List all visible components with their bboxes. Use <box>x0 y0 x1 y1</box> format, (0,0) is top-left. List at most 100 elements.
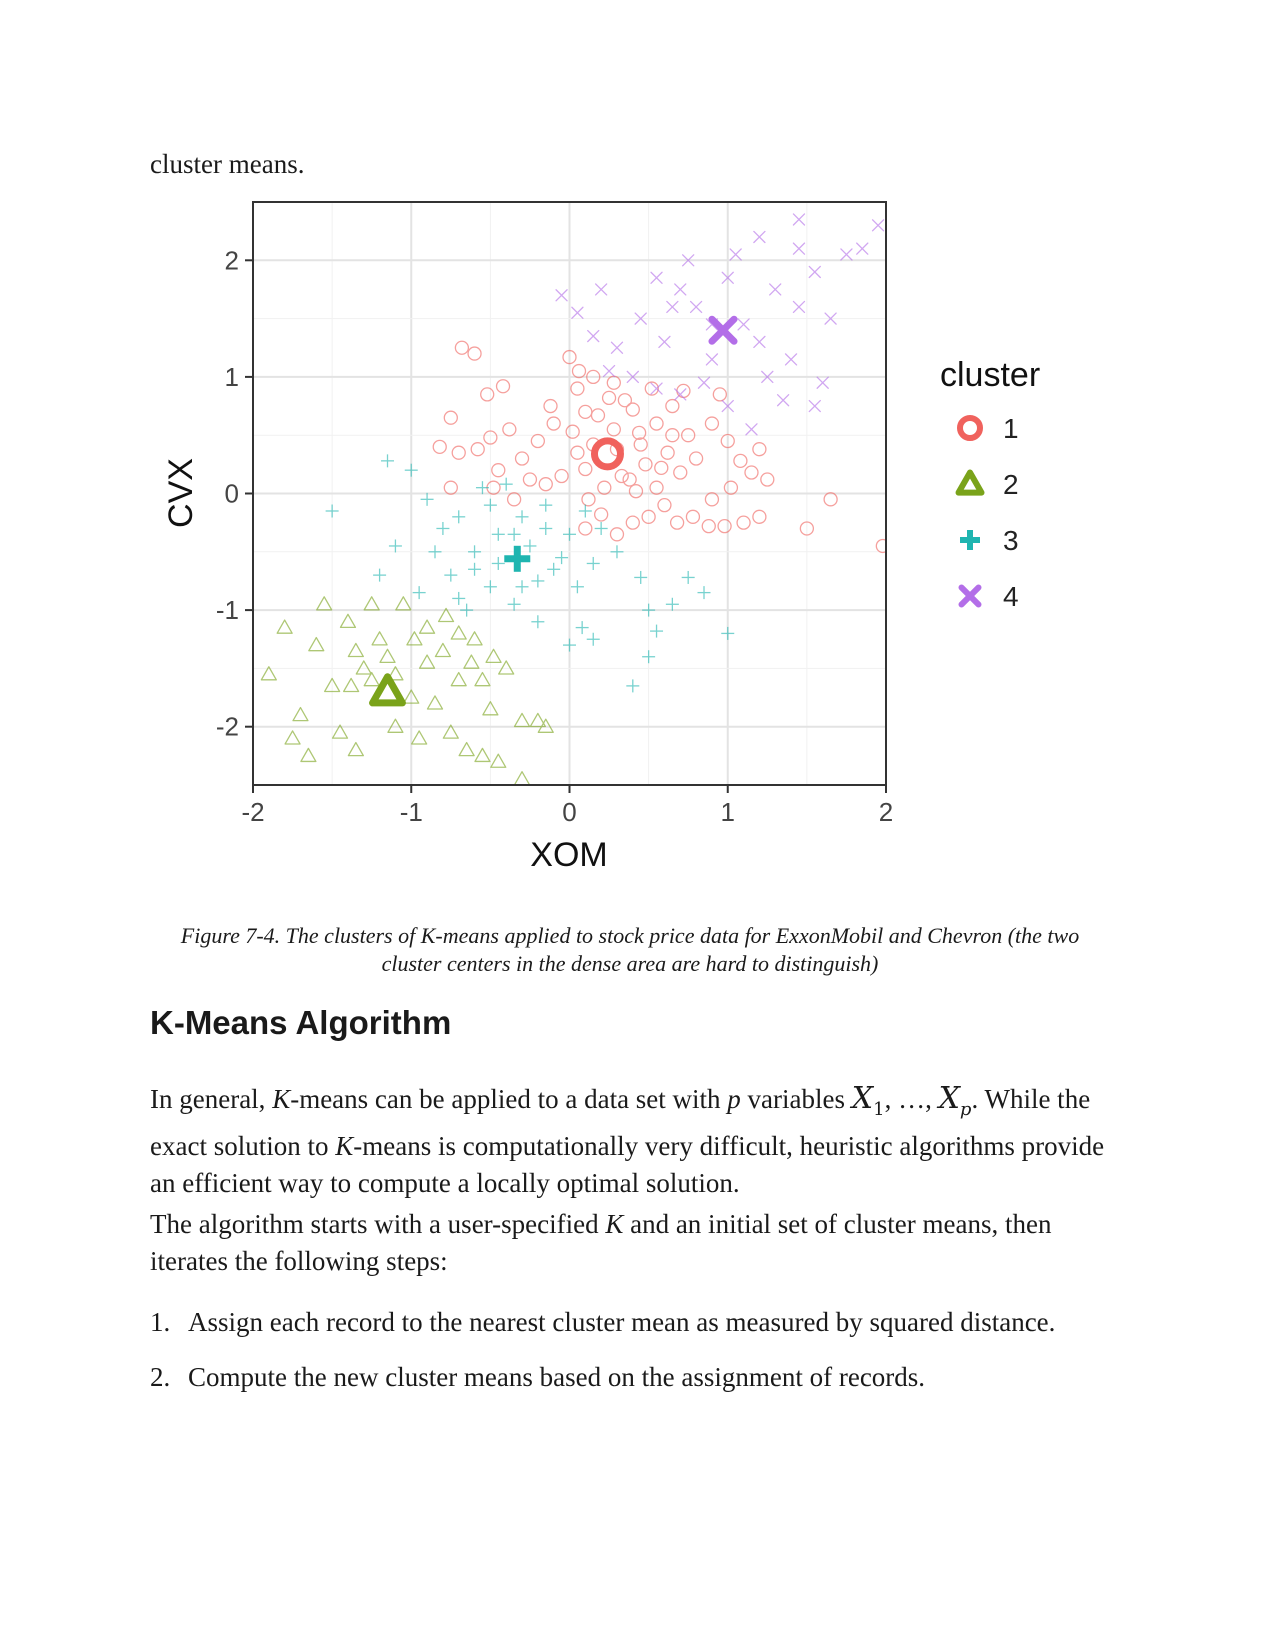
data-point <box>483 580 497 594</box>
data-point <box>467 346 482 361</box>
data-point <box>373 568 387 582</box>
legend-key-3 <box>960 530 980 550</box>
data-point <box>622 472 637 487</box>
data-point <box>665 428 680 443</box>
data-point <box>570 580 584 594</box>
data-point <box>745 423 758 436</box>
data-point <box>522 472 538 487</box>
data-point <box>308 636 325 652</box>
data-point <box>450 625 467 640</box>
data-point <box>875 538 886 554</box>
data-point <box>502 422 517 437</box>
y-tick-label: -2 <box>216 712 239 742</box>
axes: -2 -1 0 1 2 -2 -1 0 1 2 <box>216 245 893 827</box>
x-axis-label: XOM <box>530 836 607 874</box>
data-point <box>468 545 482 559</box>
data-point <box>634 570 648 584</box>
x-tick-label: -1 <box>400 797 423 827</box>
data-point <box>485 648 502 663</box>
data-point <box>537 718 554 733</box>
data-point <box>499 477 513 491</box>
data-point <box>581 492 596 507</box>
data-point <box>555 289 568 302</box>
data-point <box>381 454 395 468</box>
data-point <box>276 619 293 634</box>
data-point <box>601 390 617 406</box>
data-point <box>514 451 530 466</box>
data-point <box>355 660 372 675</box>
data-point <box>491 556 505 570</box>
data-point <box>614 468 629 484</box>
data-point <box>586 632 600 646</box>
data-point <box>673 465 688 480</box>
data-point <box>531 615 545 629</box>
data-point <box>712 387 727 402</box>
data-point <box>792 213 806 226</box>
data-point <box>642 603 656 617</box>
data-point <box>418 619 436 634</box>
y-tick-label: 1 <box>225 362 239 392</box>
data-point <box>717 518 732 534</box>
x-tick-label: 0 <box>562 797 576 827</box>
data-point <box>300 747 317 763</box>
data-point <box>437 607 455 623</box>
y-tick-label: -1 <box>216 595 239 625</box>
data-point <box>650 382 663 395</box>
step-item: 1. Assign each record to the nearest clus… <box>150 1307 1056 1337</box>
data-point <box>733 453 748 469</box>
data-point <box>654 460 669 475</box>
y-axis-label: CVX <box>162 458 200 528</box>
data-point <box>658 335 671 349</box>
data-point <box>799 521 815 536</box>
data-point <box>737 318 750 331</box>
data-point <box>704 416 720 431</box>
data-point <box>669 515 685 530</box>
data-point <box>665 597 679 611</box>
data-point <box>681 428 696 443</box>
data-point <box>784 353 798 366</box>
data-point <box>325 504 339 518</box>
data-point <box>260 666 277 681</box>
data-point <box>452 591 466 605</box>
cluster-2-points <box>260 596 554 785</box>
data-point <box>331 724 349 739</box>
y-tick-label: 0 <box>225 479 239 509</box>
data-point <box>371 631 388 646</box>
data-point <box>491 463 506 478</box>
data-point <box>432 439 447 455</box>
data-point <box>491 527 505 541</box>
cluster-2-center <box>369 673 406 707</box>
data-point <box>682 254 695 267</box>
data-point <box>323 677 341 693</box>
data-point <box>442 724 459 739</box>
data-point <box>649 416 664 431</box>
data-point <box>578 504 592 518</box>
data-point <box>633 437 648 452</box>
data-point <box>628 484 644 499</box>
data-point <box>856 242 869 255</box>
data-point <box>554 468 569 484</box>
data-point <box>720 433 735 449</box>
data-point <box>475 481 489 495</box>
data-point <box>495 379 511 394</box>
data-point <box>474 747 491 763</box>
data-point <box>515 580 529 594</box>
data-point <box>411 730 428 745</box>
cluster-4-points <box>555 213 885 436</box>
data-point <box>470 442 485 457</box>
data-point <box>507 527 521 541</box>
data-point <box>701 518 716 534</box>
data-point <box>570 445 585 460</box>
lead-text: cluster means. <box>150 149 305 179</box>
step-item: 2. Compute the new cluster means based on… <box>150 1362 926 1392</box>
cluster-3-points <box>325 454 735 693</box>
data-point <box>406 631 423 646</box>
data-point <box>444 568 458 582</box>
cluster-scatter-chart: -2 -1 0 1 2 -2 -1 0 1 2 XOM CVX cluster 1 2 3 4 <box>162 201 1040 874</box>
legend-label: 1 <box>1003 413 1019 444</box>
data-point <box>638 457 653 472</box>
data-point <box>685 509 701 524</box>
data-point <box>586 369 601 385</box>
data-point <box>625 402 640 417</box>
data-point <box>602 364 616 378</box>
